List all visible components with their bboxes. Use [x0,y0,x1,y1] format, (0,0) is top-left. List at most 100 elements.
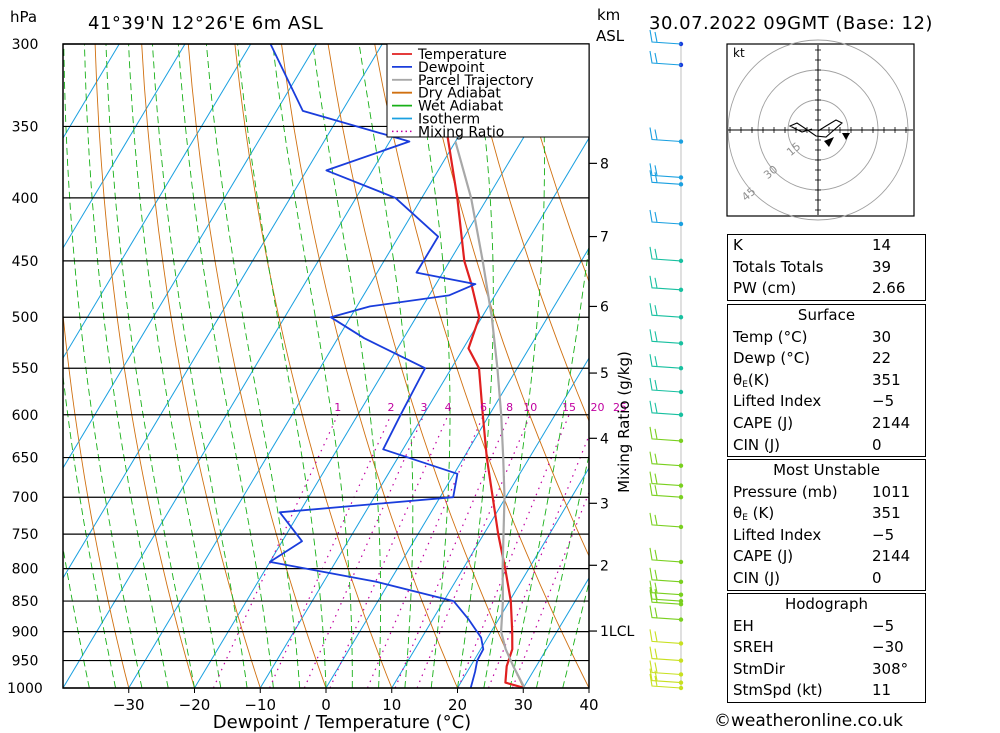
wind-level-dot [678,680,684,685]
legend-label: Mixing Ratio [418,124,504,140]
wet-adiabat-line [63,544,90,688]
most-unstable-key: Lifted Index [733,525,822,544]
isotherm-line [194,44,580,688]
wind-barb [649,580,682,596]
hodograph-table-title: Hodograph [784,595,869,613]
hodograph-stat-key: StmDir [733,659,785,678]
wind-level-dot [678,579,684,585]
km-tick-label: 6 [600,299,609,315]
mixing-ratio-line [457,414,570,688]
index-row: Totals Totals 39 [728,257,925,279]
legend-label: Dry Adiabat [418,86,501,102]
most-unstable-value: 2144 [872,547,911,566]
pressure-tick-label: 400 [12,191,39,207]
wind-barb [649,451,682,467]
mixing-ratio-label: 20 [590,401,604,414]
isotherm-line [63,44,186,250]
x-tick-label: 0 [321,696,331,714]
pressure-tick-label: 550 [12,361,39,377]
x-tick-label: 10 [382,696,401,714]
wind-barb [649,660,682,676]
dry-adiabat-line [327,44,524,688]
mixing-ratio-label: 15 [562,401,576,414]
wind-barb [649,483,682,498]
most-unstable-title: Most Unstable [773,461,880,479]
wind-barb [649,646,682,662]
wind-barb [649,377,682,393]
wind-barb [649,629,682,644]
pressure-tick-label: 600 [12,408,39,424]
most-unstable-row: θE (K) 351 [728,503,925,525]
wet-adiabat-line [84,44,169,688]
wet-adiabat-line [237,44,327,688]
wind-barb [649,329,682,344]
mixing-ratio-label: 3 [420,401,427,414]
mixing-ratio-axis-title: Mixing Ratio (g/kg) [615,351,633,493]
isotherm-line [522,577,589,688]
wind-barb [649,512,682,528]
legend-label: Temperature [417,47,507,63]
hodograph-stat-key: StmSpd (kt) [733,681,823,700]
wind-level-dot [678,175,684,180]
km-tick-label: 7 [600,230,609,246]
wind-barb [649,400,682,416]
wind-level-dot [678,559,684,565]
wet-adiabat-line [312,44,382,688]
surface-value: −5 [872,392,895,411]
wet-adiabat-line [509,242,589,688]
wind-barb [649,303,682,318]
series-dewpoint [269,44,485,688]
km-tick-label: 4 [600,431,609,447]
most-unstable-table: Most Unstable Pressure (mb) 1011 θE (K) 351… [727,459,926,591]
km-unit: km [597,6,620,24]
surface-row: CIN (J) 0 [728,435,925,457]
wind-barb [649,354,682,369]
wind-barb [649,163,682,178]
wet-adiabat-line [272,44,353,688]
hodograph-stat-row: SREH −30 [728,637,925,659]
mixing-ratio-line [329,414,449,688]
index-value: 39 [872,257,892,276]
wind-barb [649,50,682,66]
surface-key: Lifted Index [733,392,822,411]
index-row: PW (cm) 2.66 [728,278,925,300]
isotherm-line [63,44,383,579]
pressure-tick-label: 450 [12,254,39,270]
isotherm-line [63,44,317,470]
index-value: 2.66 [872,279,906,298]
surface-value: 22 [872,349,892,368]
mixing-ratio-line [366,414,485,688]
series-parcel-trajectory [454,141,526,688]
wind-barb [649,29,682,45]
pressure-tick-label: 900 [12,625,39,641]
index-value: 14 [872,236,892,254]
km-tick-label: 2 [600,558,609,574]
pressure-tick-label: 650 [12,451,39,467]
indices-table: K 14 Totals Totals 39 PW (cm) 2.66 [727,234,926,301]
surface-key: Temp (°C) [733,327,808,346]
isotherm-line [63,44,449,688]
x-tick-label: −10 [244,696,276,714]
pressure-tick-label: 700 [12,490,39,506]
wet-adiabat-line [562,580,589,688]
hodograph-stat-key: SREH [733,638,774,657]
wind-barb [649,590,682,605]
wind-barb [649,426,682,442]
footer-credit[interactable]: ©weatheronline.co.uk [714,711,904,731]
surface-key: CAPE (J) [733,413,794,432]
km-tick-label: 3 [600,496,609,512]
dry-adiabat-line [281,44,458,688]
hodograph-stat-row: StmSpd (kt) 11 [728,680,925,702]
wind-level-dot [678,463,684,468]
storm-motion-marker [842,133,850,140]
mixing-ratio-label: 4 [445,401,452,414]
hodograph-stat-value: 308° [872,659,909,678]
wind-level-dot [678,617,684,622]
wet-adiabat-line [457,44,494,688]
mixing-ratio-line [416,414,531,688]
wind-level-dot [678,366,684,371]
wet-adiabat-line [152,44,248,688]
dry-adiabat-line [187,44,327,688]
pressure-tick-label: 500 [12,310,39,326]
